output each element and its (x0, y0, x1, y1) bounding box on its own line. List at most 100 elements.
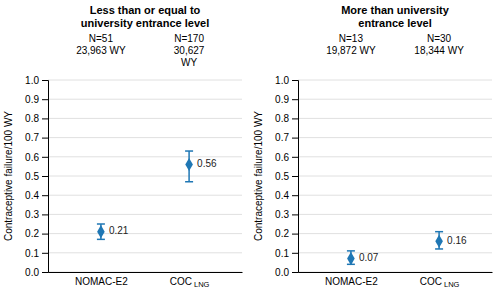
x-tick-label: NOMAC-E2 (75, 276, 128, 287)
error-cap-low (97, 239, 105, 241)
y-tick-label: 0.6 (25, 152, 39, 163)
y-tick-mark (42, 99, 48, 100)
x-tick: NOMAC-E2 (325, 276, 378, 287)
point (97, 225, 105, 238)
y-tick-mark (292, 157, 298, 158)
y-tick: 0.5 (25, 171, 48, 182)
chart-root: 0.0 0.1 0.2 0.3 0.4 0.5 0.6 0.7 0.8 0.9 1.0 NOMAC-E… (0, 0, 500, 296)
y-tick-label: 0.0 (25, 267, 39, 278)
data-labels: 0.07 0.16 (359, 235, 467, 263)
subtitle: N=30 (427, 33, 452, 44)
data-label: 0.16 (447, 235, 467, 246)
point (185, 158, 193, 171)
y-tick: 1.0 (25, 75, 48, 86)
y-tick: 0.4 (25, 190, 48, 201)
y-tick-label: 0.2 (25, 228, 39, 239)
grid-line (48, 137, 242, 138)
x-axis: NOMAC-E2 COC LNG (299, 273, 493, 290)
x-axis-line (49, 272, 243, 273)
y-tick: 0.3 (25, 209, 48, 220)
grid-line (298, 272, 492, 273)
subtitle: 30,627 (174, 45, 205, 56)
y-tick: 0.7 (275, 132, 298, 143)
y-tick: 1.0 (275, 75, 298, 86)
subtitle: 23,963 WY (76, 45, 126, 56)
y-axis-line (292, 81, 299, 273)
marks (347, 232, 443, 265)
y-tick: 0.6 (25, 152, 48, 163)
y-tick-mark (292, 138, 298, 139)
y-tick-mark (292, 99, 298, 100)
x-tick: COC LNG (420, 276, 460, 289)
panel: 0.00.10.20.30.40.50.60.70.80.91.0NOMAC-E… (253, 4, 493, 289)
y-tick-mark (42, 138, 48, 139)
grid-line (48, 195, 242, 196)
y-tick-mark (292, 176, 298, 177)
y-tick-label: 0.7 (25, 132, 39, 143)
grid-line (298, 252, 492, 253)
y-tick: 0.9 (25, 94, 48, 105)
grid-line (298, 99, 492, 100)
grid-line (48, 99, 242, 100)
y-tick: 0.8 (275, 113, 298, 124)
y-tick: 0.4 (275, 190, 298, 201)
marks (97, 151, 193, 239)
grid-line (298, 156, 492, 157)
y-tick-label: 0.4 (25, 190, 39, 201)
error-cap-high (347, 250, 355, 252)
y-tick-label: 0.5 (25, 171, 39, 182)
y-tick: 0.8 (25, 113, 48, 124)
grid-line (48, 272, 242, 273)
error-cap-high (185, 150, 193, 152)
grid-line (48, 118, 242, 119)
y-tick-label: 0.8 (275, 113, 289, 124)
y-tick-mark (42, 253, 48, 254)
y-tick-mark (42, 157, 48, 158)
data-label: 0.07 (359, 252, 379, 263)
subtitles: N=5123,963 WYN=17030,627WY (76, 33, 205, 68)
subtitle: 18,344 WY (414, 45, 464, 56)
point (435, 235, 443, 248)
y-tick-mark (292, 80, 298, 81)
y-tick-label: 1.0 (25, 75, 39, 86)
y-tick: 0.7 (25, 132, 48, 143)
subtitles: N=1319,872 WYN=3018,344 WY (326, 33, 464, 56)
y-tick-mark (42, 234, 48, 235)
x-tick: NOMAC-E2 (75, 276, 128, 287)
y-tick-label: 1.0 (275, 75, 289, 86)
grid-line (298, 118, 492, 119)
y-tick-label: 0.9 (275, 94, 289, 105)
grid-line (48, 233, 242, 234)
y-tick-mark (42, 272, 48, 273)
y-axis: 0.00.10.20.30.40.50.60.70.80.91.0 (275, 75, 298, 278)
y-tick: 0.1 (275, 248, 298, 259)
y-tick-mark (42, 195, 48, 196)
x-tick: COC LNG (170, 276, 210, 289)
y-axis-line (42, 81, 49, 273)
error-cap-high (435, 231, 443, 233)
y-tick: 0.5 (275, 171, 298, 182)
y-tick-label: 0.6 (275, 152, 289, 163)
data-labels: 0.210.56 (109, 158, 217, 236)
y-tick-mark (292, 272, 298, 273)
grid-line (298, 176, 492, 177)
grid-line (48, 80, 242, 81)
x-axis: NOMAC-E2 COC LNG (49, 273, 243, 290)
y-axis-title: Contraceptive failure/100 WY (3, 111, 14, 241)
grid-line (48, 252, 242, 253)
x-axis-line (299, 272, 493, 273)
y-tick-mark (42, 118, 48, 119)
grid-line (298, 195, 492, 196)
grid-line (298, 137, 492, 138)
y-tick-label: 0.3 (25, 209, 39, 220)
y-tick: 0.9 (275, 94, 298, 105)
subtitle: N=51 (89, 33, 114, 44)
y-tick-label: 0.1 (25, 248, 39, 259)
y-axis-title: Contraceptive failure/100 WY (253, 111, 264, 241)
y-tick-label: 0.2 (275, 228, 289, 239)
error-cap-high (97, 223, 105, 225)
error-cap-low (185, 181, 193, 183)
y-tick-label: 0.9 (25, 94, 39, 105)
y-tick-mark (42, 176, 48, 177)
panel-title: Less than or equal touniversity entrance… (81, 4, 209, 29)
